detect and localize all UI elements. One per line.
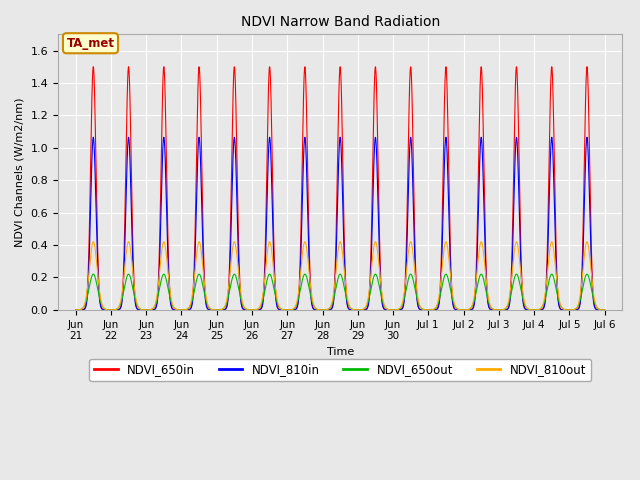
- Text: TA_met: TA_met: [67, 37, 115, 50]
- NDVI_810in: [534, 307, 541, 312]
- NDVI_650out: [164, 283, 172, 288]
- NDVI_810in: [591, 303, 598, 309]
- NDVI_650out: [72, 307, 79, 312]
- NDVI_810out: [90, 239, 97, 245]
- NDVI_810out: [164, 264, 172, 270]
- Line: NDVI_810out: NDVI_810out: [76, 242, 605, 310]
- NDVI_810in: [132, 304, 140, 310]
- Line: NDVI_810in: NDVI_810in: [76, 137, 605, 310]
- NDVI_650out: [601, 307, 609, 312]
- X-axis label: Time: Time: [326, 347, 354, 357]
- NDVI_650in: [275, 306, 282, 312]
- NDVI_810out: [72, 307, 79, 312]
- NDVI_810in: [298, 227, 305, 232]
- NDVI_650in: [72, 307, 79, 312]
- NDVI_810out: [591, 296, 598, 301]
- NDVI_650in: [591, 302, 598, 308]
- NDVI_810out: [534, 307, 541, 312]
- NDVI_650in: [601, 307, 609, 312]
- Title: NDVI Narrow Band Radiation: NDVI Narrow Band Radiation: [241, 15, 440, 29]
- NDVI_650in: [534, 307, 541, 312]
- NDVI_810out: [275, 302, 282, 308]
- NDVI_650in: [132, 303, 140, 309]
- NDVI_810in: [90, 134, 97, 140]
- NDVI_650in: [90, 64, 97, 70]
- NDVI_650out: [534, 307, 541, 312]
- NDVI_650out: [298, 280, 305, 286]
- NDVI_810in: [275, 306, 282, 312]
- NDVI_650out: [90, 271, 97, 277]
- Line: NDVI_650in: NDVI_650in: [76, 67, 605, 310]
- NDVI_810out: [132, 297, 140, 303]
- NDVI_810out: [601, 307, 609, 312]
- Legend: NDVI_650in, NDVI_810in, NDVI_650out, NDVI_810out: NDVI_650in, NDVI_810in, NDVI_650out, NDV…: [90, 359, 591, 381]
- Y-axis label: NDVI Channels (W/m2/nm): NDVI Channels (W/m2/nm): [15, 97, 25, 247]
- Line: NDVI_650out: NDVI_650out: [76, 274, 605, 310]
- NDVI_810in: [601, 307, 609, 312]
- NDVI_650out: [591, 299, 598, 305]
- NDVI_810in: [72, 307, 79, 312]
- NDVI_810in: [164, 243, 172, 249]
- NDVI_650in: [298, 194, 305, 200]
- NDVI_650out: [275, 303, 282, 309]
- NDVI_650out: [132, 300, 140, 306]
- NDVI_810out: [298, 259, 305, 265]
- NDVI_650in: [164, 217, 172, 223]
